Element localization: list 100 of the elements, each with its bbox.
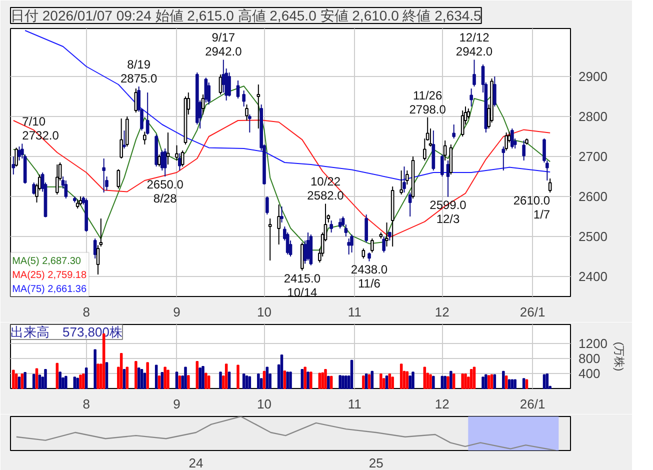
candlestick	[248, 114, 252, 133]
candlestick	[163, 148, 167, 177]
x-tick-label: 10	[257, 396, 272, 412]
annotation: 2438.0 11/6	[350, 262, 388, 290]
candlestick	[242, 90, 246, 107]
annotation: 2415.0 10/14	[284, 272, 321, 300]
text: MA(25) 2,759.18	[12, 270, 87, 281]
candlestick	[218, 74, 222, 95]
candlestick	[402, 166, 406, 193]
candlestick	[266, 196, 269, 215]
candlestick	[228, 72, 231, 97]
x-tick-label: 26/1	[520, 304, 546, 320]
x-tick-label: 12	[434, 396, 450, 412]
candlestick	[306, 232, 310, 261]
candlestick	[245, 104, 248, 121]
candlestick	[32, 182, 36, 195]
candlestick	[96, 244, 100, 275]
candlestick	[432, 130, 436, 171]
candlestick	[470, 88, 473, 107]
candlestick	[18, 146, 21, 161]
y-tick-label: 2400	[578, 269, 608, 284]
x-tick-label: 12	[434, 304, 450, 320]
x-tick-label: 11	[348, 396, 362, 412]
candlestick	[347, 238, 350, 255]
candlestick	[143, 131, 146, 145]
x-tick-label: 9	[173, 396, 180, 412]
candlestick	[400, 170, 403, 195]
candlestick	[158, 154, 161, 167]
candlestick	[14, 147, 18, 167]
candlestick	[120, 118, 123, 159]
x-tick-label: 9	[173, 304, 180, 320]
candlestick	[256, 84, 260, 129]
chart-title: 日付 2026/01/07 09:24 始値 2,615.0 高値 2,645.0 安値 2,610.0 終値 2,634.5	[10, 8, 482, 24]
x-tick-label: 25	[368, 456, 384, 470]
text: MA(75) 2,661.36	[12, 284, 87, 295]
candlestick	[180, 150, 184, 167]
candlestick	[472, 59, 476, 87]
y-tick-label: 400	[578, 366, 600, 381]
candlestick	[522, 140, 526, 161]
x-tick-label: 8	[82, 304, 90, 320]
candlestick	[493, 76, 496, 107]
x-tick-label: 8	[82, 396, 90, 412]
candlestick	[102, 158, 106, 193]
candlestick	[364, 214, 368, 243]
candlestick	[116, 168, 120, 189]
candlestick	[300, 242, 304, 271]
y-tick-label: 2700	[578, 149, 608, 164]
candlestick	[460, 110, 464, 137]
candlestick	[330, 220, 333, 233]
y-axis-title: (万株)	[612, 342, 626, 372]
candlestick	[408, 192, 412, 217]
candlestick	[56, 164, 59, 195]
annotation: 9/17 2942.0	[205, 30, 242, 59]
candlestick	[362, 248, 366, 259]
x-tick-label: 11	[348, 304, 362, 320]
candlestick	[382, 236, 386, 253]
candlestick	[166, 132, 170, 165]
candlestick	[146, 92, 150, 135]
candlestick	[178, 152, 182, 171]
candlestick	[236, 80, 240, 99]
annotation: 8/19 2875.0	[120, 58, 158, 86]
y-tick-label: 2900	[578, 69, 608, 84]
candlestick	[406, 170, 409, 185]
y-tick-label: 1200	[578, 336, 608, 351]
candlestick	[64, 180, 68, 199]
candlestick	[122, 130, 126, 149]
y-tick-label: 2600	[578, 189, 608, 204]
candlestick	[175, 144, 178, 161]
x-tick-label: 24	[188, 456, 204, 470]
annotation: 2610.0 1/7	[513, 194, 550, 222]
candlestick	[280, 206, 284, 223]
y-tick-label: 2500	[578, 229, 608, 244]
candlestick	[277, 204, 280, 245]
candlestick	[160, 150, 164, 171]
candlestick	[440, 154, 444, 177]
candlestick	[502, 146, 506, 171]
candlestick	[548, 178, 552, 193]
candlestick	[510, 128, 514, 149]
candlestick	[504, 132, 508, 151]
text: MA(5) 2,687.30	[12, 256, 82, 267]
annotation: 11/26 2798.0	[409, 88, 446, 116]
candlestick	[201, 94, 205, 115]
candlestick	[385, 222, 388, 247]
candlestick	[350, 234, 354, 253]
candlestick	[338, 218, 342, 229]
annotation: 2650.0 8/28	[146, 178, 184, 206]
y-tick-label: 800	[578, 350, 600, 366]
candlestick	[428, 128, 432, 147]
candlestick	[99, 218, 103, 247]
candlestick	[93, 238, 97, 259]
x-tick-label: 10	[257, 304, 272, 320]
candlestick	[268, 218, 272, 261]
annotation: 12/12 2942.0	[456, 30, 493, 59]
candlestick	[443, 140, 447, 161]
chart-title: 出来高 573,800株	[10, 324, 122, 340]
candlestick	[452, 124, 456, 139]
x-tick-label: 26/1	[520, 396, 546, 412]
candlestick	[446, 160, 450, 198]
candlestick	[370, 238, 374, 253]
y-tick-label: 2800	[578, 109, 608, 124]
